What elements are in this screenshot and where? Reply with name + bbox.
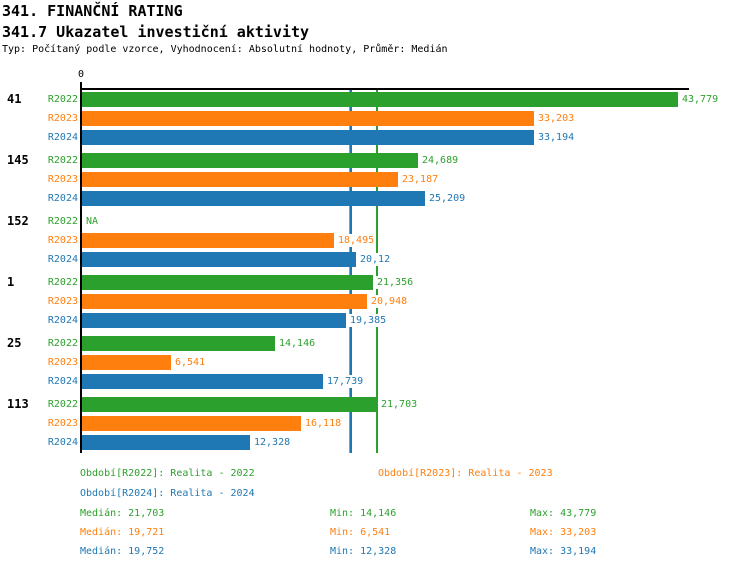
- bar-152-r2024: [82, 252, 356, 267]
- bar-1-r2024: [82, 313, 346, 328]
- group-label-145: 145: [7, 153, 29, 167]
- bar-41-r2022: [82, 92, 678, 107]
- bar-value-label-25-r2022: 14,146: [278, 337, 317, 350]
- row-label-41-r2023: R2023: [47, 113, 78, 124]
- bar-1-r2022: [82, 275, 373, 290]
- group-label-25: 25: [7, 336, 22, 350]
- bar-value-label-152-r2024: 20,12: [359, 253, 392, 266]
- row-label-113-r2022: R2022: [47, 399, 78, 410]
- row-label-145-r2024: R2024: [47, 193, 78, 204]
- group-label-41: 41: [7, 92, 22, 106]
- stat-min-r2022: Min: 14,146: [330, 508, 397, 519]
- y-axis-line: [80, 82, 82, 453]
- row-label-152-r2023: R2023: [47, 235, 78, 246]
- bar-41-r2023: [82, 111, 534, 126]
- x-axis-zero-tick-label: 0: [77, 69, 85, 80]
- stat-median-r2023: Medián: 19,721: [80, 527, 165, 538]
- legend-item-r2022: Období[R2022]: Realita - 2022: [80, 468, 255, 479]
- bar-1-r2023: [82, 294, 367, 309]
- bar-value-label-1-r2023: 20,948: [370, 295, 409, 308]
- bar-value-label-25-r2024: 17,739: [326, 375, 365, 388]
- stat-median-r2024: Medián: 19,752: [80, 546, 165, 557]
- row-label-145-r2022: R2022: [47, 155, 78, 166]
- stat-max-r2023: Max: 33,203: [530, 527, 597, 538]
- row-label-25-r2023: R2023: [47, 357, 78, 368]
- bar-value-label-41-r2022: 43,779: [681, 93, 720, 106]
- bar-113-r2024: [82, 435, 250, 450]
- bar-value-label-1-r2024: 19,385: [349, 314, 388, 327]
- bar-value-label-1-r2022: 21,356: [376, 276, 415, 289]
- bar-value-label-145-r2023: 23,187: [401, 173, 440, 186]
- row-label-113-r2023: R2023: [47, 418, 78, 429]
- bar-113-r2022: [82, 397, 377, 412]
- bar-113-r2023: [82, 416, 301, 431]
- row-label-152-r2022: R2022: [47, 216, 78, 227]
- bar-value-label-152-r2023: 18,495: [337, 234, 376, 247]
- x-axis-line: [80, 88, 689, 90]
- row-label-41-r2024: R2024: [47, 132, 78, 143]
- bar-152-r2023: [82, 233, 334, 248]
- legend-item-r2024: Období[R2024]: Realita - 2024: [80, 488, 255, 499]
- page-title: 341. FINANČNÍ RATING: [2, 2, 183, 20]
- group-label-152: 152: [7, 214, 29, 228]
- bar-41-r2024: [82, 130, 534, 145]
- bar-25-r2022: [82, 336, 275, 351]
- row-label-25-r2024: R2024: [47, 376, 78, 387]
- chart-subtitle: 341.7 Ukazatel investiční aktivity: [2, 23, 310, 41]
- legend-item-r2023: Období[R2023]: Realita - 2023: [378, 468, 553, 479]
- row-label-152-r2024: R2024: [47, 254, 78, 265]
- bar-25-r2023: [82, 355, 171, 370]
- stat-min-r2024: Min: 12,328: [330, 546, 397, 557]
- stat-median-r2022: Medián: 21,703: [80, 508, 165, 519]
- bar-value-label-152-r2022: NA: [85, 215, 100, 228]
- bar-25-r2024: [82, 374, 323, 389]
- bar-value-label-41-r2024: 33,194: [537, 131, 576, 144]
- chart-meta-line: Typ: Počítaný podle vzorce, Vyhodnocení:…: [2, 44, 448, 55]
- bar-145-r2023: [82, 172, 398, 187]
- row-label-1-r2024: R2024: [47, 315, 78, 326]
- bar-value-label-145-r2022: 24,689: [421, 154, 460, 167]
- bar-value-label-145-r2024: 25,209: [428, 192, 467, 205]
- bar-value-label-41-r2023: 33,203: [537, 112, 576, 125]
- bar-value-label-113-r2022: 21,703: [380, 398, 419, 411]
- row-label-1-r2022: R2022: [47, 277, 78, 288]
- stat-min-r2023: Min: 6,541: [330, 527, 391, 538]
- bar-145-r2022: [82, 153, 418, 168]
- row-label-145-r2023: R2023: [47, 174, 78, 185]
- median-reference-line-r2024: [350, 90, 352, 453]
- bar-145-r2024: [82, 191, 425, 206]
- row-label-41-r2022: R2022: [47, 94, 78, 105]
- row-label-1-r2023: R2023: [47, 296, 78, 307]
- stat-max-r2024: Max: 33,194: [530, 546, 597, 557]
- row-label-25-r2022: R2022: [47, 338, 78, 349]
- group-label-1: 1: [7, 275, 15, 289]
- row-label-113-r2024: R2024: [47, 437, 78, 448]
- group-label-113: 113: [7, 397, 29, 411]
- bar-value-label-25-r2023: 6,541: [174, 356, 207, 369]
- median-reference-line-r2022: [376, 90, 378, 453]
- bar-value-label-113-r2024: 12,328: [253, 436, 292, 449]
- stat-max-r2022: Max: 43,779: [530, 508, 597, 519]
- bar-value-label-113-r2023: 16,118: [304, 417, 343, 430]
